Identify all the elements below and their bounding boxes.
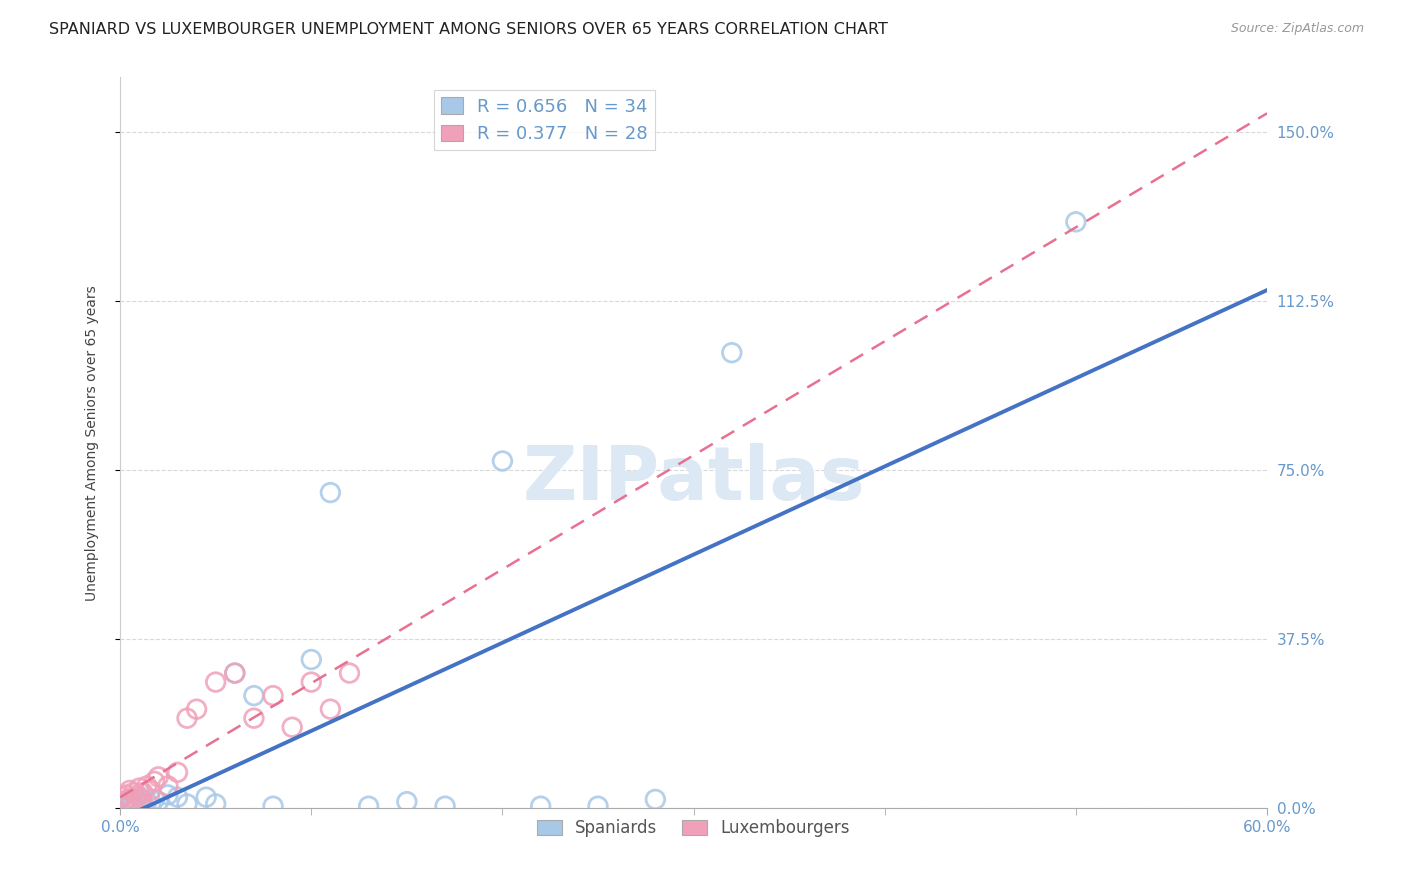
Point (124, 799, 146, 814)
Point (129, 797, 152, 812)
Point (166, 765, 188, 780)
Point (186, 702, 208, 716)
Point (166, 790, 188, 805)
Point (1064, 215, 1087, 229)
Point (357, 799, 380, 814)
Point (112, 795, 135, 809)
Point (127, 788, 149, 802)
Point (132, 797, 155, 811)
Point (204, 675, 226, 690)
Point (156, 779, 179, 793)
Point (176, 711, 198, 725)
Point (243, 689, 266, 703)
Point (243, 711, 266, 725)
Point (139, 799, 162, 814)
Point (117, 792, 139, 806)
Point (262, 799, 284, 814)
Point (530, 799, 553, 814)
Point (224, 666, 246, 681)
Point (148, 795, 170, 809)
Point (128, 781, 150, 796)
Point (491, 454, 513, 468)
Point (281, 720, 304, 734)
Point (128, 790, 150, 805)
Point (122, 797, 145, 811)
Point (148, 770, 170, 784)
Point (115, 788, 138, 802)
Text: SPANIARD VS LUXEMBOURGER UNEMPLOYMENT AMONG SENIORS OVER 65 YEARS CORRELATION CH: SPANIARD VS LUXEMBOURGER UNEMPLOYMENT AM… (49, 22, 889, 37)
Point (132, 786, 155, 800)
Point (143, 792, 166, 806)
Text: Source: ZipAtlas.com: Source: ZipAtlas.com (1230, 22, 1364, 36)
Point (339, 666, 361, 681)
Point (204, 797, 226, 811)
Point (129, 792, 152, 806)
Point (319, 702, 342, 716)
Point (122, 786, 145, 800)
Legend: Spaniards, Luxembourgers: Spaniards, Luxembourgers (530, 813, 858, 844)
Point (299, 652, 322, 666)
Point (127, 796, 149, 810)
Point (299, 675, 322, 690)
Point (135, 779, 157, 793)
Point (135, 795, 157, 809)
Point (224, 666, 246, 681)
Point (195, 790, 218, 805)
Point (720, 345, 742, 359)
Point (118, 797, 141, 812)
Point (395, 795, 418, 809)
Point (434, 799, 457, 814)
Point (143, 774, 166, 789)
Point (586, 799, 609, 814)
Text: ZIPatlas: ZIPatlas (522, 443, 865, 516)
Point (121, 792, 143, 806)
Point (262, 689, 284, 703)
Point (112, 797, 135, 811)
Point (118, 783, 141, 797)
Point (115, 799, 138, 814)
Point (124, 792, 146, 806)
Point (156, 788, 179, 802)
Point (319, 485, 342, 500)
Point (121, 795, 143, 809)
Point (176, 797, 198, 811)
Point (111, 790, 134, 805)
Point (644, 792, 666, 806)
Point (139, 783, 162, 797)
Point (117, 795, 139, 809)
Y-axis label: Unemployment Among Seniors over 65 years: Unemployment Among Seniors over 65 years (86, 285, 100, 601)
